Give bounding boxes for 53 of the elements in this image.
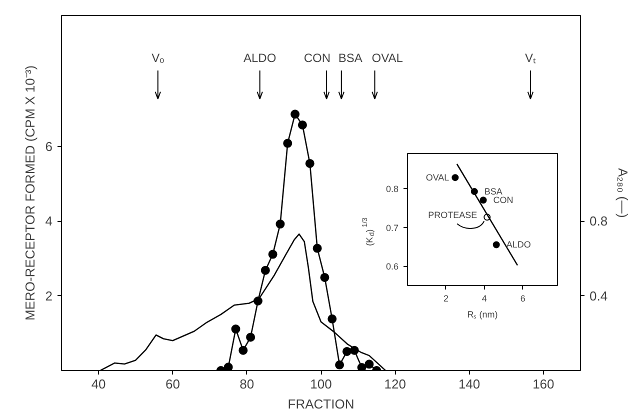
annotation: PROTEASE [428, 210, 478, 220]
point [480, 196, 487, 204]
y-tick-label: 0.6 [386, 262, 399, 272]
ref-line-label: Vₜ [524, 51, 536, 66]
y-axis-title: MERO-RECEPTOR FORMED (CPM X 10⁻³) [22, 65, 38, 321]
point [224, 362, 233, 370]
ref-line-label: BSA [338, 51, 362, 66]
point [276, 220, 285, 229]
ref-line-label: OVAL [372, 51, 404, 66]
y-tick-label: 0.7 [386, 222, 399, 233]
point [335, 360, 344, 370]
y-tick-label: 6 [45, 138, 53, 154]
x-tick-label: 2 [443, 294, 448, 304]
point [246, 332, 256, 342]
y-tick-label: 4 [45, 214, 53, 229]
point [320, 272, 330, 282]
x-tick-label: 140 [458, 376, 480, 392]
annotation: CON [493, 195, 514, 206]
point [328, 314, 337, 324]
y2-tick-label: 0.4 [590, 288, 608, 304]
point [312, 244, 322, 253]
annotation: OVAL [426, 172, 450, 183]
x-tick-label: 120 [384, 376, 406, 392]
point [298, 120, 307, 130]
point [364, 360, 374, 369]
x-axis-title: Rₛ (nm) [467, 310, 498, 320]
x-tick-label: 160 [532, 376, 554, 392]
point [283, 138, 292, 148]
point [357, 363, 366, 370]
point [342, 346, 352, 356]
ref-line-label: Vₒ [152, 51, 165, 66]
x-tick-label: 80 [240, 376, 254, 392]
point [290, 110, 300, 119]
point [260, 266, 270, 275]
point [492, 241, 500, 248]
y-tick-label: 0.8 [386, 184, 399, 194]
point [268, 250, 278, 259]
point [452, 174, 459, 182]
x-axis-title: FRACTION [288, 396, 354, 412]
ref-line-label: CON [304, 51, 331, 66]
annotation: ALDO [506, 240, 531, 250]
ref-line-label: ALDO [243, 51, 276, 66]
x-tick-label: 100 [310, 376, 332, 392]
x-tick-label: 6 [520, 294, 526, 304]
annotation: BSA [484, 186, 502, 197]
point [231, 324, 240, 334]
x-tick-label: 40 [91, 376, 106, 392]
y2-axis-title: A₂₈₀ (—) [616, 168, 631, 218]
x-tick-label: 4 [482, 294, 487, 304]
point [305, 158, 314, 168]
y2-tick-label: 0.8 [590, 214, 608, 229]
x-tick-label: 60 [165, 376, 180, 392]
point [238, 346, 248, 355]
